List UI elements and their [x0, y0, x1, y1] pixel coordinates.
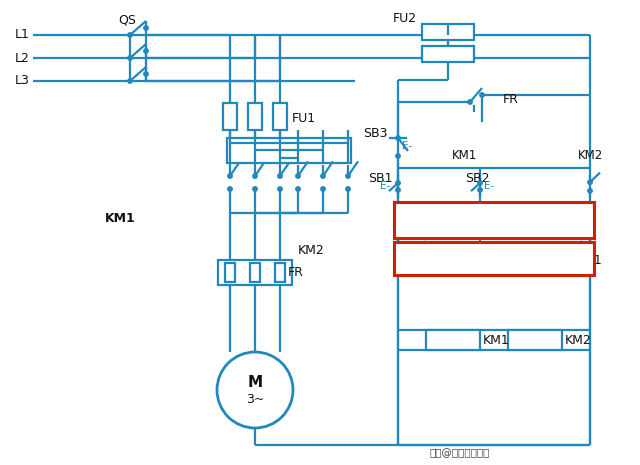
Text: L3: L3 [15, 74, 30, 87]
Circle shape [414, 262, 418, 266]
Text: 3~: 3~ [246, 392, 264, 405]
Text: L2: L2 [15, 52, 30, 65]
Text: KM2: KM2 [565, 333, 592, 346]
Circle shape [414, 210, 418, 214]
Circle shape [253, 174, 257, 178]
Bar [218, 260, 292, 285]
Circle shape [480, 93, 484, 97]
Circle shape [396, 181, 400, 185]
Text: KM2: KM2 [578, 148, 604, 161]
Circle shape [346, 174, 350, 178]
Circle shape [396, 154, 400, 158]
Bar [422, 46, 474, 62]
Bar [508, 330, 562, 350]
Text: KM1: KM1 [483, 333, 509, 346]
Text: 头条@老安电工速学: 头条@老安电工速学 [430, 448, 490, 458]
Text: QS: QS [118, 13, 136, 27]
Circle shape [278, 174, 282, 178]
Circle shape [570, 210, 574, 214]
Circle shape [414, 251, 418, 255]
Text: FU2: FU2 [393, 12, 417, 25]
Bar [248, 103, 262, 130]
Text: KM1: KM1 [576, 253, 603, 266]
Circle shape [144, 26, 148, 30]
Text: KM2: KM2 [420, 253, 447, 266]
Circle shape [570, 262, 574, 266]
Circle shape [396, 136, 400, 140]
Bar [227, 138, 351, 163]
Bar [225, 263, 235, 282]
Circle shape [396, 188, 400, 192]
Circle shape [321, 174, 325, 178]
Bar [422, 24, 474, 40]
Text: M: M [248, 374, 262, 390]
Text: KM1: KM1 [452, 148, 477, 161]
Text: FR: FR [288, 266, 304, 279]
Circle shape [570, 251, 574, 255]
Text: E-: E- [402, 141, 412, 151]
Circle shape [321, 187, 325, 191]
Circle shape [253, 187, 257, 191]
Text: KM1: KM1 [105, 212, 136, 225]
Circle shape [570, 226, 574, 230]
Text: SB2: SB2 [465, 172, 490, 185]
Circle shape [478, 181, 482, 185]
Circle shape [228, 174, 232, 178]
Text: E-: E- [380, 181, 390, 191]
Text: SB1: SB1 [368, 172, 392, 185]
Text: L1: L1 [15, 28, 30, 41]
Circle shape [144, 72, 148, 76]
Text: FR: FR [503, 93, 519, 106]
Bar [273, 103, 287, 130]
Text: SB3: SB3 [363, 126, 387, 140]
Text: FU1: FU1 [292, 112, 316, 125]
Circle shape [128, 33, 132, 37]
Circle shape [478, 188, 482, 192]
Bar [223, 103, 237, 130]
Bar [426, 330, 480, 350]
Circle shape [278, 187, 282, 191]
Circle shape [128, 56, 132, 60]
Circle shape [468, 100, 472, 104]
Circle shape [346, 187, 350, 191]
Text: KM2: KM2 [298, 244, 324, 257]
Circle shape [128, 79, 132, 83]
Circle shape [228, 187, 232, 191]
Circle shape [588, 188, 592, 193]
Bar [394, 242, 594, 275]
Text: E-: E- [484, 181, 494, 191]
Bar [250, 263, 260, 282]
Circle shape [296, 187, 300, 191]
Bar [275, 263, 285, 282]
Circle shape [414, 226, 418, 230]
Circle shape [144, 49, 148, 53]
Circle shape [296, 174, 300, 178]
Bar [394, 202, 594, 238]
Circle shape [588, 180, 592, 185]
